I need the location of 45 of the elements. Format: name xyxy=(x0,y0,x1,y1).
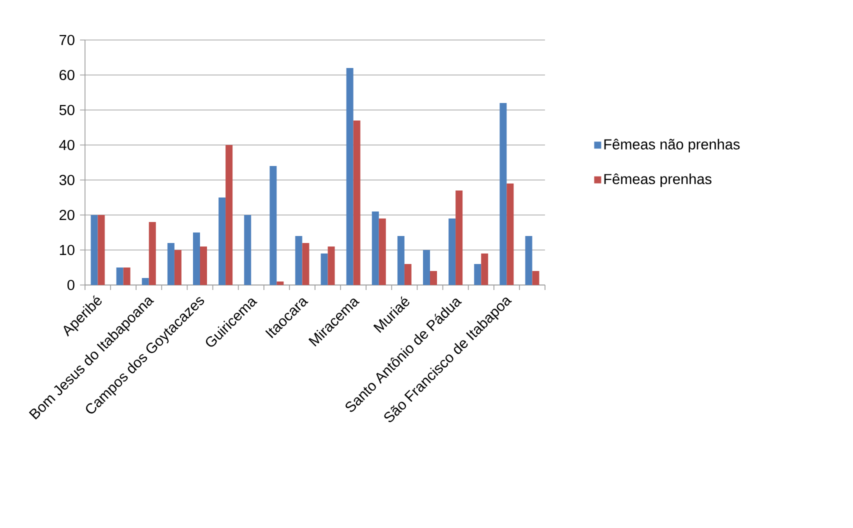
bar xyxy=(404,264,412,285)
y-tick-label: 0 xyxy=(67,280,74,290)
bar xyxy=(174,250,182,285)
y-tick-label: 60 xyxy=(60,70,74,80)
bar xyxy=(353,120,360,285)
bar xyxy=(167,242,174,285)
bar xyxy=(320,253,328,285)
bar xyxy=(302,242,310,285)
bar xyxy=(270,166,277,285)
y-tick-label: 50 xyxy=(59,104,74,116)
legend-label: Fêmeas prenhas xyxy=(604,173,712,188)
y-tick-label: 10 xyxy=(60,244,74,256)
bar xyxy=(372,211,379,285)
bar xyxy=(448,218,456,285)
y-tick-label: 40 xyxy=(59,140,74,150)
bar xyxy=(123,267,130,285)
bar xyxy=(90,214,98,285)
bar xyxy=(346,68,354,285)
bar xyxy=(500,102,507,285)
bar xyxy=(525,236,532,285)
y-tick-label: 70 xyxy=(60,34,74,46)
bar xyxy=(218,197,226,285)
y-tick-label: 30 xyxy=(59,174,74,186)
bar xyxy=(142,278,149,285)
bar xyxy=(295,236,302,285)
bar xyxy=(397,236,404,285)
bar xyxy=(474,264,482,285)
bar xyxy=(430,270,438,285)
legend-label: Fêmeas não prenhas xyxy=(604,138,740,152)
y-tick-label: 20 xyxy=(60,210,74,220)
bar xyxy=(200,246,207,285)
bar xyxy=(456,190,463,285)
bar xyxy=(116,267,124,285)
bar xyxy=(506,183,514,285)
bar xyxy=(148,222,156,285)
bar xyxy=(532,270,540,285)
bar xyxy=(328,246,335,285)
bar xyxy=(98,214,105,285)
bar xyxy=(276,281,284,285)
bar xyxy=(378,218,386,285)
bar xyxy=(481,253,488,285)
bar xyxy=(423,250,430,285)
bar xyxy=(244,214,252,285)
bar xyxy=(193,232,200,285)
bar xyxy=(226,144,233,285)
